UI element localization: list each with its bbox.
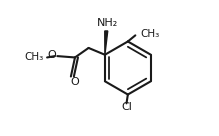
Text: O: O	[70, 77, 79, 87]
Text: Cl: Cl	[122, 102, 133, 112]
Polygon shape	[105, 31, 108, 55]
Text: CH₃: CH₃	[24, 52, 43, 62]
Text: NH₂: NH₂	[97, 18, 118, 28]
Text: CH₃: CH₃	[141, 29, 160, 39]
Text: O: O	[47, 50, 56, 60]
